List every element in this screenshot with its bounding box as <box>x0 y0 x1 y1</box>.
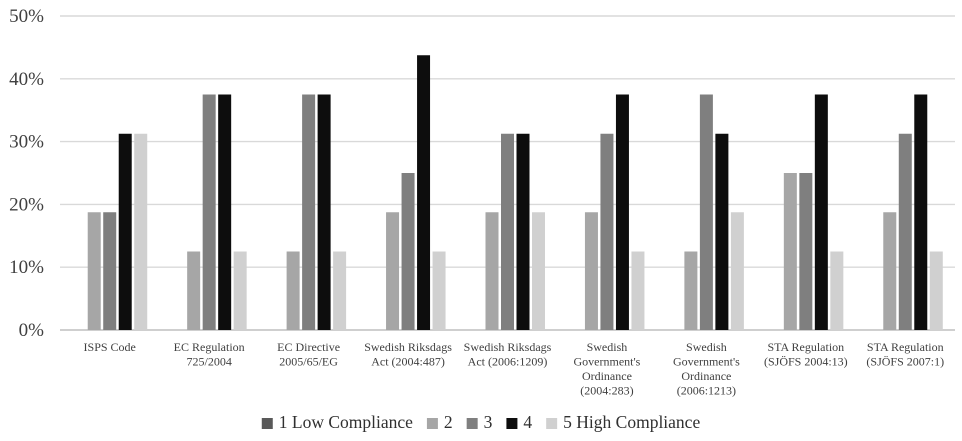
bar <box>432 251 446 330</box>
y-tick-label: 20% <box>9 194 44 215</box>
legend-item: 1 Low Compliance <box>261 412 413 432</box>
y-tick-label: 50% <box>9 6 44 27</box>
legend-label: 4 <box>523 412 532 432</box>
legend-item: 5 High Compliance <box>546 412 700 432</box>
legend-label: 1 Low Compliance <box>279 412 413 432</box>
bar <box>631 251 645 330</box>
legend-item: 2 <box>426 412 453 432</box>
x-tick-label: Swedish Riksdags Act (2006:1209) <box>464 340 552 369</box>
bar <box>684 251 698 330</box>
bar <box>386 212 400 330</box>
bar <box>929 251 943 330</box>
legend: 1 Low Compliance 2 3 4 5 High Compliance <box>261 412 700 432</box>
x-tick-label: EC Regulation 725/2004 <box>174 340 245 369</box>
x-tick-label: STA Regulation (SJÖFS 2004:13) <box>764 340 848 369</box>
y-tick-label: 0% <box>19 320 45 341</box>
y-axis-tick-labels: 0% 10% 20% 30% 40% 50% <box>9 6 44 341</box>
bar <box>417 55 431 330</box>
y-tick-label: 30% <box>9 132 44 153</box>
bar <box>615 94 629 330</box>
bar <box>333 251 347 330</box>
y-tick-label: 40% <box>9 69 44 90</box>
legend-item: 3 <box>466 412 493 432</box>
legend-swatch <box>426 418 438 429</box>
bar <box>87 212 101 330</box>
bar <box>118 133 132 330</box>
bar <box>202 94 216 330</box>
bar <box>814 94 828 330</box>
bar <box>233 251 247 330</box>
bar <box>783 173 797 330</box>
x-axis-tick-labels: ISPS Code EC Regulation 725/2004 EC Directi… <box>84 340 945 398</box>
bar <box>699 94 713 330</box>
bar <box>485 212 499 330</box>
bar <box>401 173 415 330</box>
legend-label: 3 <box>484 412 493 432</box>
bar <box>600 133 614 330</box>
bar <box>914 94 928 330</box>
legend-label: 5 High Compliance <box>563 412 700 432</box>
bar <box>317 94 331 330</box>
bar <box>187 251 201 330</box>
bar <box>730 212 744 330</box>
bar <box>218 94 232 330</box>
bar <box>302 94 316 330</box>
y-tick-label: 10% <box>9 257 44 278</box>
legend-label: 2 <box>444 412 453 432</box>
x-tick-label: Swedish Riksdags Act (2004:487) <box>364 340 452 369</box>
bar <box>799 173 813 330</box>
legend-swatch <box>261 418 273 429</box>
x-tick-label: STA Regulation (SJÖFS 2007:1) <box>866 340 944 369</box>
legend-item: 4 <box>506 412 532 432</box>
bar <box>286 251 300 330</box>
bar <box>532 212 545 330</box>
x-tick-label: ISPS Code <box>84 340 136 354</box>
bar <box>830 251 844 330</box>
x-tick-label: Swedish Government's Ordinance (2006:1213) <box>673 340 740 398</box>
x-tick-label: Swedish Government's Ordinance (2004:283) <box>574 340 641 398</box>
legend-swatch <box>466 418 478 429</box>
bar <box>134 133 148 330</box>
legend-swatch <box>506 418 518 429</box>
bar <box>883 212 897 330</box>
bar <box>501 133 514 330</box>
legend-swatch <box>546 418 558 429</box>
x-tick-label: EC Directive 2005/65/EG <box>277 340 340 369</box>
bar <box>584 212 598 330</box>
bar <box>103 212 117 330</box>
bar <box>898 133 912 330</box>
bars <box>87 55 943 330</box>
bar <box>715 133 729 330</box>
bar <box>516 133 530 330</box>
